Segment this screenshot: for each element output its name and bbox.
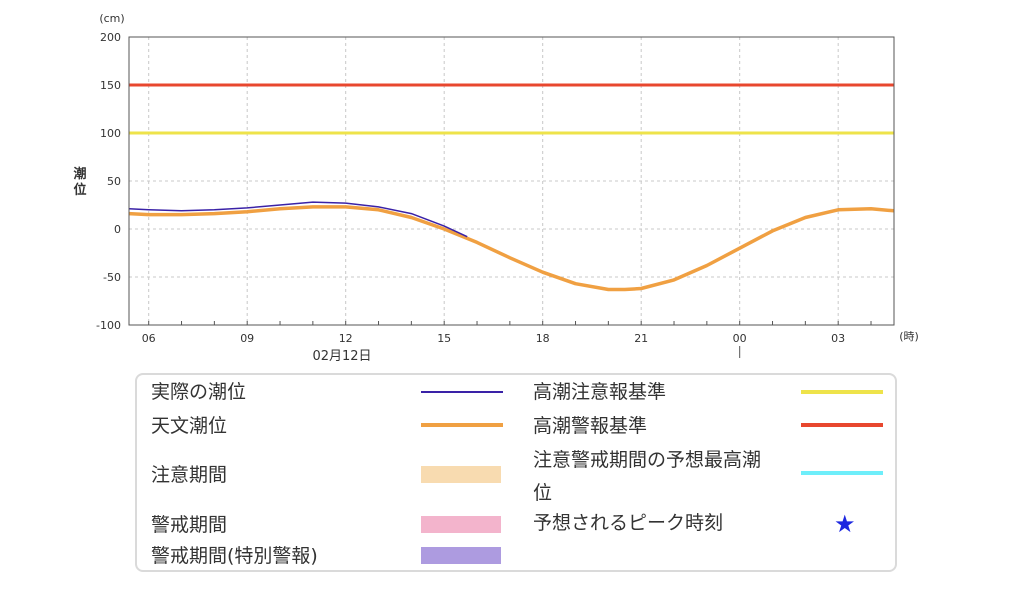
legend-warning-period-swatch	[421, 516, 501, 533]
legend-actual-swatch	[421, 391, 503, 393]
legend-predicted-max-swatch	[801, 471, 883, 475]
date-label: 02月12日	[312, 349, 371, 364]
chart-grid	[129, 36, 894, 326]
legend-caution-standard-swatch	[801, 390, 883, 394]
threshold-lines	[129, 83, 894, 135]
legend-caution-standard-label: 高潮注意報基準	[533, 381, 667, 403]
legend-actual-label: 実際の潮位	[151, 381, 247, 403]
legend-predicted-max-label-2: 位	[533, 482, 553, 504]
legend-warning-standard-swatch	[801, 423, 883, 427]
legend-caution-period-label: 注意期間	[151, 464, 228, 486]
plot-frame	[128, 36, 895, 326]
peak-star-icon: ★	[834, 510, 856, 538]
legend-special-period-swatch	[421, 547, 501, 564]
legend-predicted-max-label-1: 注意警戒期間の予想最高潮	[533, 449, 762, 471]
chart-series	[128, 201, 895, 292]
y-tick-labels: 200 150 100 50 0 -50 -100	[96, 31, 121, 332]
x-unit-label: (時)	[899, 330, 919, 343]
x-tick-label: 18	[536, 332, 550, 345]
legend-astro-swatch	[421, 423, 503, 427]
y-tick-label: -100	[96, 319, 121, 332]
x-tick-label: 00	[733, 332, 747, 345]
x-tick-label: 03	[831, 332, 845, 345]
legend-warning-period-label: 警戒期間	[151, 514, 228, 536]
y-axis-label: 潮位	[73, 166, 86, 198]
y-axis-label-char: 潮	[73, 166, 86, 182]
y-tick-label: 150	[100, 79, 121, 92]
x-tick-label: 12	[339, 332, 353, 345]
x-tick-label: 21	[634, 332, 648, 345]
y-tick-label: 50	[107, 175, 121, 188]
y-tick-label: 100	[100, 127, 121, 140]
legend-warning-standard-label: 高潮警報基準	[533, 415, 648, 437]
y-tick-label: 200	[100, 31, 121, 44]
legend-astro-label: 天文潮位	[151, 415, 228, 437]
x-tick-label: 06	[142, 332, 156, 345]
legend-caution-period-swatch	[421, 466, 501, 483]
x-tick-label: 09	[240, 332, 254, 345]
series-line	[128, 205, 895, 292]
tide-chart: 200 150 100 50 0 -50 -100 06 09 12 15 18 21 00 03 (cm…	[73, 12, 919, 364]
x-tick-label: 15	[437, 332, 451, 345]
x-tick-labels: 06 09 12 15 18 21 00 03	[142, 332, 845, 345]
legend: 実際の潮位 天文潮位 注意期間 警戒期間 警戒期間(特別警報) 高潮注意報基準 …	[135, 373, 897, 572]
y-unit-label: (cm)	[99, 12, 124, 25]
legend-special-period-label: 警戒期間(特別警報)	[151, 545, 318, 567]
legend-peak-time-label: 予想されるピーク時刻	[533, 512, 724, 534]
y-axis-label-char: 位	[73, 182, 86, 198]
series-line	[128, 201, 468, 238]
y-tick-label: 0	[114, 223, 121, 236]
y-tick-label: -50	[103, 271, 121, 284]
